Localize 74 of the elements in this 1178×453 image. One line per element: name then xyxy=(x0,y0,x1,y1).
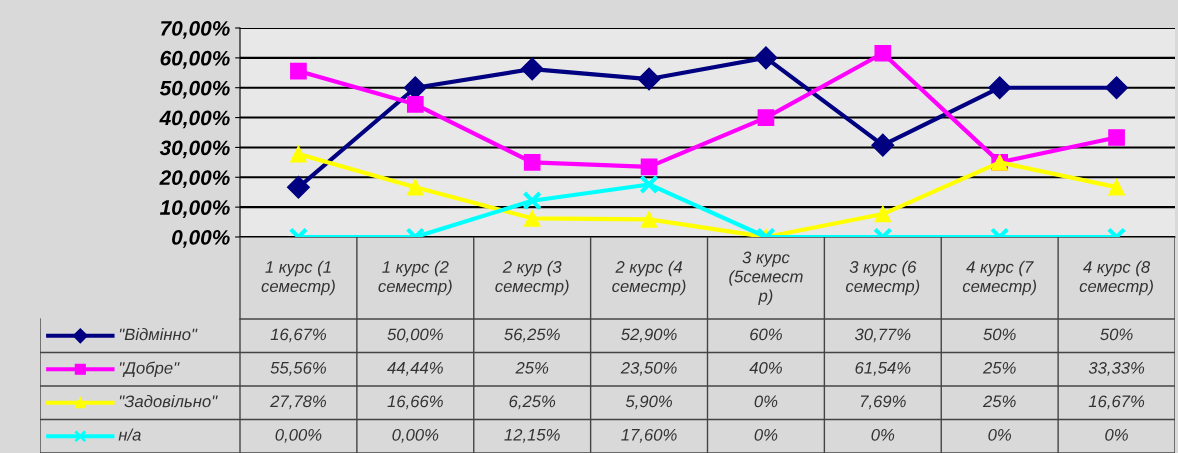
point xyxy=(640,211,658,228)
data-label: 44,44% xyxy=(387,362,443,376)
data-label: 7,69% xyxy=(860,395,906,410)
data-label: 50% xyxy=(1100,328,1133,341)
point xyxy=(406,95,424,113)
legend-label: "Відмінно" xyxy=(119,328,198,341)
data-label: 0% xyxy=(871,428,895,441)
data-label: 0% xyxy=(754,395,778,408)
y-tick-label: 60,00% xyxy=(160,50,230,69)
x-tick-label: 2 курс (4 семестр) xyxy=(612,260,686,296)
point xyxy=(1105,76,1129,100)
legend-label: н/а xyxy=(118,428,141,441)
point xyxy=(757,109,775,126)
point xyxy=(1108,129,1125,146)
data-label: 55,56% xyxy=(270,361,326,376)
point xyxy=(874,205,892,223)
data-label: 25% xyxy=(982,361,1016,374)
data-label: 16,66% xyxy=(387,395,443,410)
y-tick-label: 40,00% xyxy=(159,110,230,129)
point xyxy=(520,57,544,81)
data-label: 61,54% xyxy=(855,361,911,376)
y-tick-label: 0,00% xyxy=(172,230,230,248)
data-label: 16,67% xyxy=(1088,395,1145,410)
x-tick-label: 4 курс (7 семестр) xyxy=(962,260,1037,296)
data-label: 56,25% xyxy=(504,328,560,343)
y-tick-label: 30,00% xyxy=(159,140,230,159)
data-label: 60% xyxy=(750,328,782,341)
data-label: 27,78% xyxy=(270,395,326,410)
data-label: 0% xyxy=(1105,428,1128,441)
data-label: 33,33% xyxy=(1088,361,1145,376)
x-tick-label: 1 курс (2 семестр) xyxy=(378,260,452,296)
data-label: 17,60% xyxy=(621,428,677,443)
point xyxy=(871,133,895,157)
data-label: 0% xyxy=(754,428,778,441)
point xyxy=(637,67,661,91)
point xyxy=(523,210,541,227)
data-label: 50,00% xyxy=(387,328,443,343)
point xyxy=(523,154,541,171)
data-label: 25% xyxy=(515,361,549,374)
point xyxy=(286,175,310,199)
data-label: 6,25% xyxy=(509,395,556,410)
data-label: 0,00% xyxy=(392,428,439,443)
data-label: 25% xyxy=(982,395,1016,408)
point xyxy=(640,158,658,176)
data-label: 0% xyxy=(988,428,1012,441)
point xyxy=(874,44,892,62)
x-tick-label: 3 курс (6 семестр) xyxy=(845,260,920,296)
data-label: 50% xyxy=(983,328,1016,341)
point xyxy=(522,190,542,211)
y-tick-label: 10,00% xyxy=(159,200,230,218)
data-label: 0,00% xyxy=(275,428,322,443)
legend-label: "Добре" xyxy=(119,361,180,378)
y-tick-label: 50,00% xyxy=(159,80,230,99)
x-tick-label: 4 курс (8 семестр) xyxy=(1079,260,1153,296)
data-label: 52,90% xyxy=(621,328,677,343)
data-label: 12,15% xyxy=(504,428,560,443)
point xyxy=(754,46,778,70)
y-tick-label: 70,00% xyxy=(161,21,230,39)
point xyxy=(290,145,307,163)
x-tick-label: 2 кур (3 семестр) xyxy=(495,260,569,296)
x-tick-label: 1 курс (1 семестр) xyxy=(261,260,335,296)
point xyxy=(988,76,1012,100)
x-tick-label: 3 курс (5семест р) xyxy=(729,251,803,305)
point xyxy=(639,174,659,195)
point xyxy=(290,62,307,80)
data-label: 23,50% xyxy=(620,361,677,376)
legend-label: "Задовільно" xyxy=(119,394,218,408)
point xyxy=(1108,178,1125,196)
point xyxy=(406,178,424,196)
data-label: 40% xyxy=(749,361,782,374)
data-label: 30,77% xyxy=(854,328,911,343)
data-label: 5,90% xyxy=(625,395,672,410)
y-tick-label: 20,00% xyxy=(159,170,230,189)
data-label: 16,67% xyxy=(270,328,326,343)
